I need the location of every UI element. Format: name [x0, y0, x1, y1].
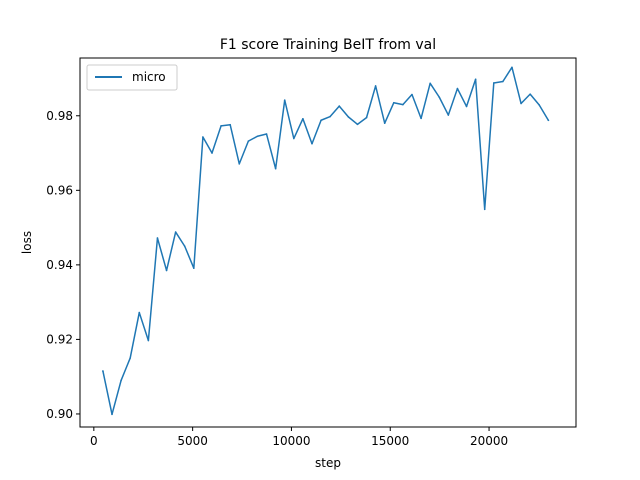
y-tick-label: 0.98	[46, 109, 73, 123]
x-tick-label: 5000	[177, 434, 208, 448]
y-tick-label: 0.92	[46, 332, 73, 346]
data-point	[456, 87, 459, 90]
data-point	[165, 269, 168, 272]
data-point	[156, 237, 159, 239]
data-point	[520, 102, 522, 105]
data-point	[483, 208, 486, 211]
data-point	[374, 85, 377, 87]
data-point	[283, 99, 286, 101]
data-point	[129, 357, 131, 359]
data-point	[120, 379, 122, 382]
data-point	[202, 136, 204, 138]
data-point	[229, 123, 231, 126]
data-point	[502, 80, 504, 83]
legend-label-micro: micro	[132, 70, 166, 84]
data-point	[447, 114, 450, 116]
data-point	[356, 123, 359, 126]
data-point	[302, 117, 304, 120]
data-point	[365, 116, 368, 119]
y-tick-label: 0.94	[46, 258, 73, 272]
x-tick-label: 15000	[371, 434, 409, 448]
y-tick-label: 0.96	[46, 183, 73, 197]
data-point	[183, 245, 186, 248]
data-point	[320, 119, 322, 122]
data-point	[411, 93, 413, 96]
data-point	[383, 122, 386, 125]
y-axis-ticks: 0.90 0.92 0.94 0.96 0.98	[46, 109, 80, 421]
data-point	[293, 137, 295, 140]
data-point	[265, 133, 268, 135]
data-point	[238, 163, 241, 165]
legend-box	[86, 64, 178, 91]
data-point	[338, 105, 341, 107]
x-tick-label: 0	[90, 434, 98, 448]
data-point	[538, 104, 541, 106]
data-point	[274, 167, 277, 170]
data-point	[429, 82, 431, 85]
data-point	[393, 101, 395, 104]
series-line-micro	[102, 66, 550, 416]
y-tick-label: 0.90	[46, 407, 73, 421]
plot-area: 0 5000 10000 15000 20000 0.900.920.940.960.9…	[46, 57, 577, 448]
x-axis-ticks: 0 5000 10000 15000 20000	[90, 427, 508, 448]
data-point	[256, 135, 259, 138]
data-point	[193, 267, 195, 270]
data-point	[511, 66, 513, 69]
chart-title: F1 score Training BeIT from val	[220, 37, 436, 53]
legend: micro	[86, 64, 178, 91]
data-point	[347, 116, 350, 118]
x-tick-label: 20000	[470, 434, 508, 448]
data-point	[547, 119, 550, 122]
data-point	[529, 93, 531, 95]
data-point	[147, 339, 150, 342]
data-point	[138, 311, 141, 314]
data-point	[111, 413, 113, 416]
data-point	[329, 115, 331, 118]
data-point	[102, 370, 104, 372]
data-point	[311, 142, 313, 145]
data-point	[492, 82, 495, 84]
y-axis-label: loss	[20, 231, 34, 254]
data-point	[402, 103, 404, 106]
x-axis-label: step	[315, 456, 341, 470]
data-point	[220, 125, 222, 127]
data-point	[174, 231, 177, 233]
data-point	[211, 152, 213, 154]
data-point	[465, 105, 468, 108]
data-point	[438, 96, 441, 98]
data-point	[420, 117, 422, 120]
data-point	[474, 78, 477, 81]
data-point	[247, 140, 250, 142]
x-tick-label: 10000	[272, 434, 310, 448]
series-layer	[102, 66, 550, 416]
axes-frame	[79, 57, 577, 428]
